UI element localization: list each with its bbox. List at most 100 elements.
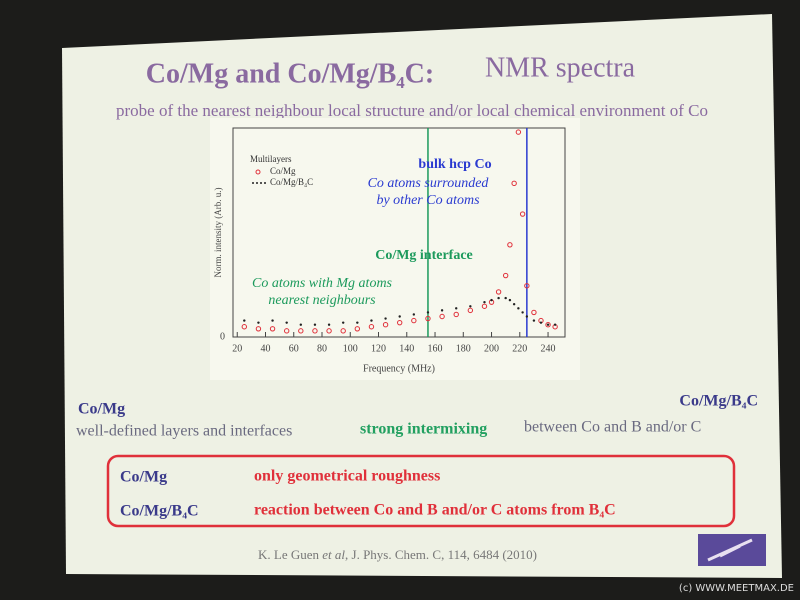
data-point	[257, 321, 260, 324]
data-point	[283, 328, 290, 334]
x-tick-label: 240	[541, 343, 556, 354]
watermark: (c) WWW.MEETMAX.DE	[679, 583, 794, 594]
box-text: reaction between Co and B and/or C atoms…	[254, 502, 616, 519]
y-axis-label: Norm. intensity (Arb. u.)	[213, 188, 223, 278]
figure-panel	[210, 118, 580, 380]
data-point	[241, 324, 248, 330]
data-point	[356, 321, 359, 324]
citation-part: et al	[322, 547, 345, 562]
data-point	[326, 328, 332, 334]
legend-swatch	[256, 182, 258, 184]
annotation: Co atoms with Mg atoms	[252, 276, 393, 291]
data-point	[298, 328, 304, 334]
x-tick-label: 180	[456, 343, 471, 354]
legend-swatch	[252, 182, 254, 184]
x-tick-label: 20	[232, 343, 242, 354]
data-point	[546, 323, 550, 326]
data-point	[519, 211, 526, 217]
data-point	[508, 298, 512, 302]
data-point	[521, 311, 524, 314]
data-point	[453, 311, 459, 318]
data-point	[512, 303, 516, 306]
x-axis-label: Frequency (MHz)	[363, 363, 435, 374]
data-point	[553, 323, 557, 326]
x-tick-label: 220	[512, 343, 527, 354]
data-point	[243, 319, 246, 322]
left-heading: Co/Mg	[78, 401, 125, 418]
data-point	[467, 307, 474, 314]
plot-frame	[232, 127, 566, 338]
data-point	[285, 321, 288, 324]
data-point	[426, 311, 430, 314]
data-point	[384, 317, 387, 320]
data-point	[515, 129, 522, 135]
data-point	[368, 324, 375, 330]
x-tick-label: 40	[260, 343, 270, 354]
right-text: between Co and B and/or C	[524, 419, 701, 436]
citation-part: K. Le Guen	[258, 547, 322, 562]
chart: 20 40 60 80 100 120 140 160 180 200 220 240 0 Frequen…	[213, 127, 566, 374]
title-normal: NMR spectra	[485, 52, 636, 83]
data-point	[440, 309, 444, 312]
x-tick-label: 200	[484, 343, 499, 354]
x-tick-label: 100	[343, 343, 358, 354]
data-point	[455, 307, 458, 310]
data-point	[439, 313, 445, 320]
data-point	[502, 272, 509, 279]
subtitle: probe of the nearest neighbour local str…	[116, 101, 708, 120]
data-point	[271, 319, 274, 322]
data-point	[483, 300, 486, 304]
conclusion-box	[106, 454, 736, 528]
data-point	[370, 319, 373, 322]
legend-title: Multilayers	[250, 154, 292, 164]
x-tick-label: 120	[371, 343, 386, 354]
annotation: by other Co atoms	[376, 193, 480, 208]
legend-swatch	[255, 169, 261, 175]
data-point	[495, 289, 502, 295]
data-point	[299, 323, 303, 326]
data-point	[490, 298, 493, 302]
box-label: Co/Mg	[120, 469, 167, 486]
title-bold: Co/Mg and Co/Mg/B₄C:	[146, 58, 434, 89]
data-point	[517, 307, 520, 310]
left-text: well-defined layers and interfaces	[76, 423, 292, 440]
annotation: nearest neighbours	[268, 293, 376, 308]
x-tick-label: 80	[317, 343, 327, 354]
x-tick-label: 140	[399, 343, 414, 354]
legend-label: Co/Mg/B₄C	[270, 177, 313, 187]
legend-swatch	[260, 182, 262, 184]
annotation: Co atoms surrounded	[368, 176, 490, 191]
box-label: Co/Mg/B₄C	[120, 503, 199, 520]
data-point	[412, 313, 416, 316]
right-highlight: strong intermixing	[360, 421, 487, 438]
citation-part: , J. Phys. Chem. C, 114, 6484 (2010)	[345, 547, 537, 562]
data-point	[398, 315, 401, 318]
right-heading: Co/Mg/B₄C	[679, 393, 758, 410]
data-point	[354, 326, 361, 332]
box-text: only geometrical roughness	[254, 468, 440, 485]
data-point	[382, 322, 389, 328]
data-point	[497, 296, 500, 300]
data-point	[539, 321, 543, 324]
legend-swatch	[264, 182, 266, 184]
data-point	[327, 323, 331, 326]
x-tick-label: 160	[428, 343, 443, 354]
legend-label: Co/Mg	[270, 166, 296, 176]
data-point	[411, 317, 417, 324]
data-point	[469, 305, 472, 308]
data-point	[507, 242, 513, 248]
data-point	[511, 180, 517, 187]
data-point	[313, 323, 317, 326]
data-point	[531, 309, 537, 316]
annotation: bulk hcp Co	[418, 157, 491, 172]
data-point	[545, 322, 551, 328]
data-point	[425, 315, 431, 322]
data-point	[255, 326, 262, 332]
data-point	[341, 321, 345, 324]
data-point	[504, 296, 507, 300]
data-point	[525, 315, 529, 318]
data-point	[312, 328, 318, 334]
y-tick-label: 0	[220, 331, 225, 342]
data-point	[340, 328, 346, 334]
